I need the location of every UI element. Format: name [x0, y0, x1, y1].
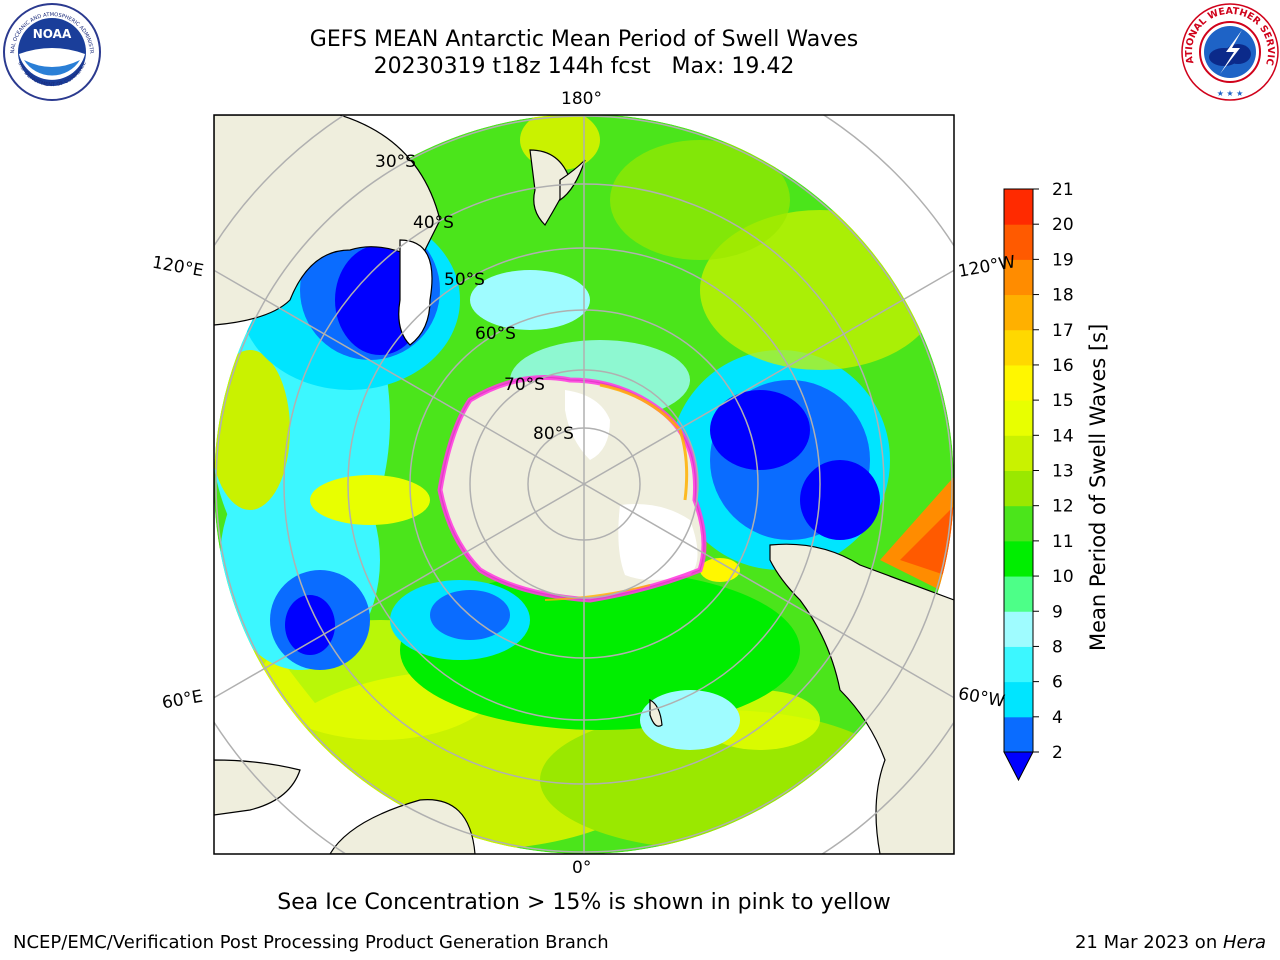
lat-label-80s: 80°S: [533, 424, 574, 444]
colorbar-tick-label: 8: [1052, 637, 1063, 657]
colorbar-tick-label: 10: [1052, 567, 1074, 587]
colorbar-title: Mean Period of Swell Waves [s]: [1086, 323, 1110, 651]
colorbar-tick-label: 4: [1052, 708, 1063, 728]
colorbar-segment: [1004, 470, 1033, 507]
antarctica: [437, 375, 707, 603]
lon-label-0: 0°: [572, 858, 592, 878]
svg-text:★ ★ ★: ★ ★ ★: [1217, 89, 1244, 98]
noaa-logo-text: NOAA: [33, 27, 72, 41]
colorbar-segment: [1004, 646, 1033, 683]
map-frame: [213, 114, 955, 855]
colorbar-segment: [1004, 224, 1033, 260]
colorbar-segment: [1004, 681, 1033, 718]
sea-ice-note: Sea Ice Concentration > 15% is shown in …: [277, 890, 891, 915]
lat-label-30s: 30°S: [375, 152, 416, 172]
colorbar-segment: [1004, 576, 1033, 612]
lat-label-50s: 50°S: [444, 270, 485, 290]
colorbar-tick-label: 11: [1052, 532, 1074, 552]
footer-credit: NCEP/EMC/Verification Post Processing Pr…: [13, 932, 609, 953]
lat-label-60s: 60°S: [475, 324, 516, 344]
map-subtitle: 20230319 t18z 144h fcst Max: 19.42: [373, 54, 795, 79]
colorbar-segment: [1004, 189, 1033, 225]
colorbar-segment: [1004, 435, 1033, 471]
colorbar-segment: [1004, 364, 1033, 401]
colorbar-segment: [1004, 400, 1033, 436]
colorbar-tick-label: 19: [1052, 250, 1074, 270]
lat-label-70s: 70°S: [504, 375, 545, 395]
colorbar-segment: [1004, 716, 1033, 753]
colorbar-tick-label: 9: [1052, 602, 1063, 622]
colorbar-segment: [1004, 259, 1033, 296]
colorbar-segment: [1004, 329, 1033, 366]
colorbar-tick-label: 17: [1052, 321, 1074, 341]
colorbar-tick-label: 16: [1052, 356, 1074, 376]
colorbar-segment: [1004, 294, 1033, 331]
colorbar-tick-label: 21: [1052, 180, 1074, 200]
colorbar-tick-label: 13: [1052, 462, 1074, 482]
colorbar-tick-label: 18: [1052, 286, 1074, 306]
colorbar-tick-label: 2: [1052, 743, 1063, 763]
nws-logo: NATIONAL WEATHER SERVICE ★ ★ ★: [1180, 2, 1279, 101]
colorbar-under-arrow: [1003, 751, 1034, 782]
footer-date: 21 Mar 2023 on Hera: [1075, 932, 1266, 954]
colorbar-segment: [1004, 611, 1033, 647]
graticule: [214, 115, 954, 854]
colorbar-tick-label: 6: [1052, 673, 1063, 693]
noaa-logo: NOAA NATIONAL OCEANIC AND ATMOSPHERIC AD…: [2, 2, 101, 101]
colorbar-segment: [1004, 505, 1033, 542]
colorbar-tick-label: 15: [1052, 391, 1074, 411]
colorbar-tick-label: 14: [1052, 426, 1074, 446]
lon-label-180: 180°: [561, 89, 602, 109]
footer-host: Hera: [1222, 932, 1266, 953]
colorbar-segment: [1004, 540, 1033, 577]
map-title: GEFS MEAN Antarctic Mean Period of Swell…: [309, 27, 859, 52]
colorbar-tick-label: 12: [1052, 497, 1074, 517]
colorbar: 2 4 6 8 9 10 11 12 13 14 15 16 17 18 19 20 21: [1003, 180, 1074, 782]
lat-label-40s: 40°S: [413, 213, 454, 233]
colorbar-tick-label: 20: [1052, 215, 1074, 235]
footer-date-text: 21 Mar 2023 on: [1074, 932, 1223, 953]
